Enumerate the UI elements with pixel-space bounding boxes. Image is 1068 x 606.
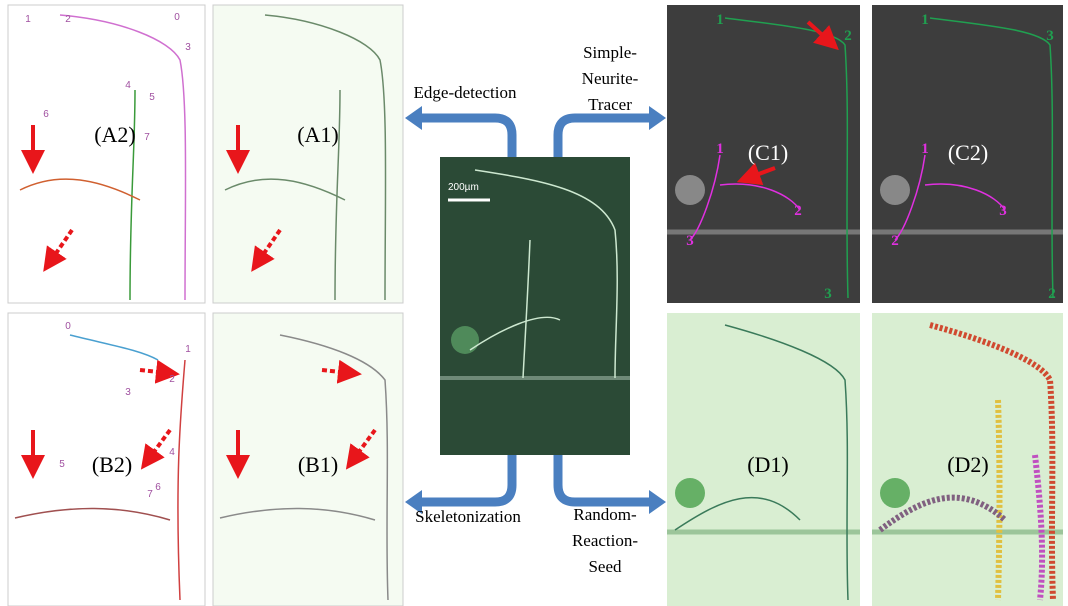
method-label: Random- xyxy=(573,505,637,524)
panel-label: (A2) xyxy=(94,122,136,147)
trace-id: 2 xyxy=(169,374,175,385)
trace-id: 0 xyxy=(174,12,180,23)
method-label: Simple- xyxy=(583,43,637,62)
trace-id: 7 xyxy=(144,132,150,143)
trace-number: 3 xyxy=(686,233,694,249)
trace-id: 2 xyxy=(65,14,71,25)
figure: 200µm (A2) (A1) (C1) (C2) (B2) (B1) (D1) (D2) Ed… xyxy=(0,0,1068,606)
method-label: Edge-detection xyxy=(414,83,517,102)
panel-label: (B2) xyxy=(92,452,132,477)
panel-a1 xyxy=(213,5,403,303)
method-label: Neurite- xyxy=(582,69,639,88)
panel-label: (D1) xyxy=(747,452,789,477)
trace-id: 4 xyxy=(169,447,175,458)
trace-number: 3 xyxy=(1046,28,1054,44)
trace-number: 1 xyxy=(716,141,724,157)
trace-number: 2 xyxy=(794,203,802,219)
trace-number: 1 xyxy=(921,141,929,157)
trace-number: 1 xyxy=(921,12,929,28)
method-label: Reaction- xyxy=(572,531,638,550)
method-label: Tracer xyxy=(588,95,632,114)
page: {"panels": [ {"label": "(A2)"}, {"label"… xyxy=(0,0,1068,606)
trace-id: 3 xyxy=(185,42,191,53)
panel-label: (D2) xyxy=(947,452,989,477)
trace-id: 4 xyxy=(125,80,131,91)
trace-number: 3 xyxy=(824,286,832,302)
scale-label: 200µm xyxy=(448,182,479,193)
center-image xyxy=(440,157,630,455)
trace-number: 1 xyxy=(716,12,724,28)
panel-label: (C2) xyxy=(948,140,988,165)
trace-id: 7 xyxy=(147,489,153,500)
blob xyxy=(675,478,705,508)
trace-id: 5 xyxy=(149,92,155,103)
trace-id: 0 xyxy=(65,321,71,332)
trace-number: 3 xyxy=(999,203,1007,219)
blob xyxy=(880,478,910,508)
trace-id: 6 xyxy=(155,482,161,493)
trace-number: 2 xyxy=(1048,286,1056,302)
trace-id: 1 xyxy=(185,344,191,355)
blob xyxy=(675,175,705,205)
panel-a2 xyxy=(8,5,205,303)
method-label: Seed xyxy=(588,557,622,576)
trace-id: 3 xyxy=(125,387,131,398)
trace-id: 5 xyxy=(59,459,65,470)
panel-label: (A1) xyxy=(297,122,339,147)
trace-number: 2 xyxy=(891,233,899,249)
blob xyxy=(451,326,479,354)
trace-id: 6 xyxy=(43,109,49,120)
blob xyxy=(880,175,910,205)
panel-label: (C1) xyxy=(748,140,788,165)
trace-number: 2 xyxy=(844,28,852,44)
trace-id: 1 xyxy=(25,14,31,25)
method-label: Skeletonization xyxy=(415,507,521,526)
panel-label: (B1) xyxy=(298,452,338,477)
